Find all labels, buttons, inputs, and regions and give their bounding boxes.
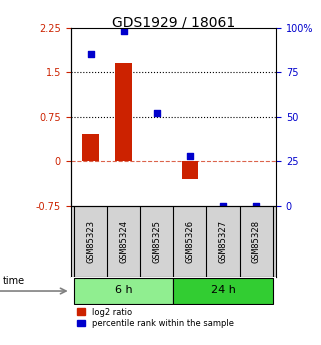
Point <box>254 203 259 208</box>
Point <box>187 153 193 159</box>
Point <box>221 203 226 208</box>
Text: GSM85323: GSM85323 <box>86 220 95 263</box>
FancyBboxPatch shape <box>74 278 173 304</box>
Text: GSM85327: GSM85327 <box>219 220 228 263</box>
Bar <box>182 161 198 179</box>
Legend: log2 ratio, percentile rank within the sample: log2 ratio, percentile rank within the s… <box>77 307 234 328</box>
Point <box>154 110 159 116</box>
Text: GDS1929 / 18061: GDS1929 / 18061 <box>112 16 235 30</box>
Text: time: time <box>3 276 25 286</box>
Bar <box>82 135 99 161</box>
FancyBboxPatch shape <box>173 278 273 304</box>
Bar <box>115 63 132 161</box>
Point <box>88 51 93 57</box>
Point <box>121 28 126 34</box>
Text: 6 h: 6 h <box>115 285 133 295</box>
Text: GSM85326: GSM85326 <box>186 220 195 263</box>
Text: GSM85328: GSM85328 <box>252 220 261 263</box>
Text: 24 h: 24 h <box>211 285 236 295</box>
Text: GSM85324: GSM85324 <box>119 220 128 263</box>
Text: GSM85325: GSM85325 <box>152 220 161 263</box>
